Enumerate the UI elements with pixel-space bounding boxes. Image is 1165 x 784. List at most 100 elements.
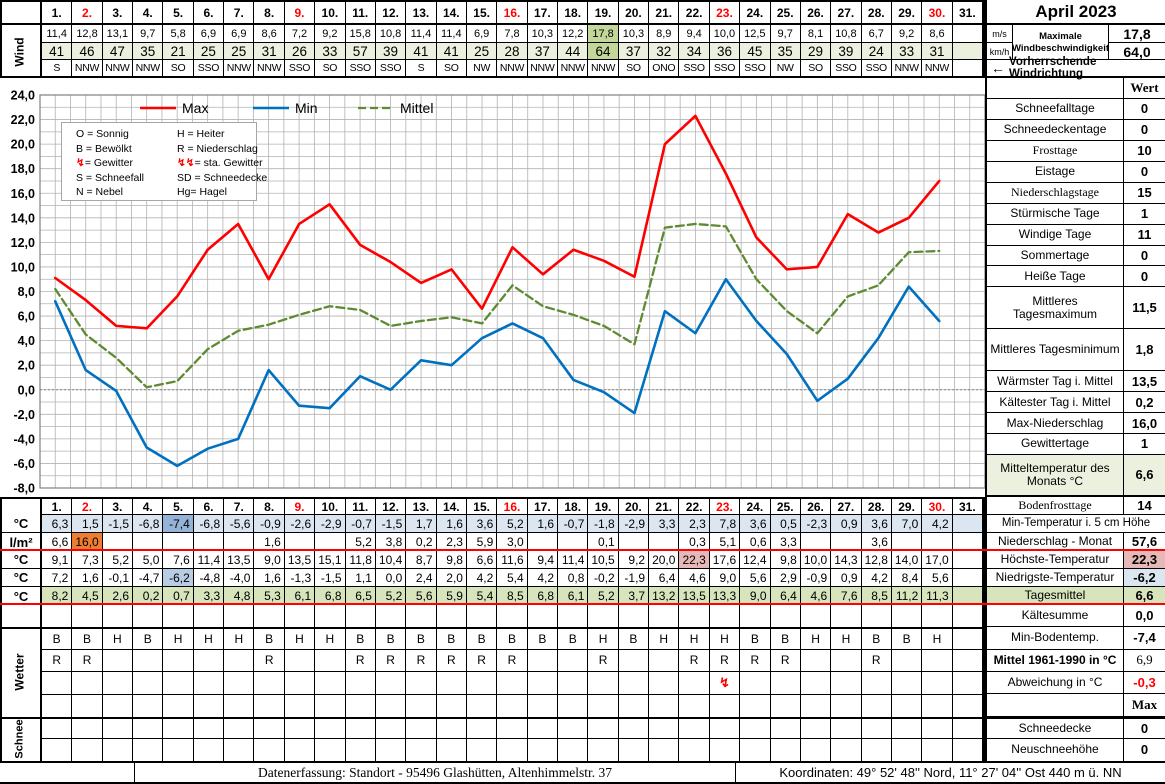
min-temp-5cm-cell[interactable]: 1,5 [72, 515, 103, 533]
min-temp-cell[interactable]: -0,2 [588, 569, 619, 587]
max-temp-cell[interactable]: 11,4 [558, 551, 589, 569]
empty-cell[interactable] [588, 605, 619, 627]
min-temp-cell[interactable]: 4,2 [466, 569, 498, 587]
snow-cell[interactable] [376, 739, 407, 761]
precipitation-cell[interactable] [558, 533, 589, 551]
day-header-cell[interactable]: 16. [497, 2, 528, 23]
wind-dir-cell[interactable]: SSO [285, 60, 316, 76]
weather-code-cell[interactable]: R [254, 649, 285, 672]
empty-cell[interactable] [72, 605, 103, 627]
daily-mean-cell[interactable]: 8,5 [861, 587, 892, 605]
stat-value[interactable]: 0 [1123, 119, 1165, 140]
empty-cell[interactable] [42, 605, 73, 627]
weather-code-cell[interactable]: B [618, 629, 650, 650]
weather-code-cell[interactable]: B [254, 629, 285, 650]
empty-cell[interactable] [376, 605, 407, 627]
day-header-cell[interactable]: 4. [133, 2, 164, 23]
wind-kmh-cell[interactable]: 33 [315, 43, 346, 60]
wind-ms-cell[interactable]: 6,9 [224, 25, 255, 43]
precipitation-cell[interactable] [224, 533, 255, 551]
snow-cell[interactable] [558, 739, 589, 761]
weather-code-cell[interactable] [133, 694, 164, 717]
wind-ms-cell[interactable]: 8,1 [800, 25, 832, 43]
wind-dir-cell[interactable]: NNW [133, 60, 164, 76]
weather-code-cell[interactable] [42, 672, 73, 695]
weather-code-cell[interactable] [497, 694, 528, 717]
stat-value[interactable]: 0 [1123, 718, 1165, 738]
snow-cell[interactable] [527, 719, 559, 739]
snow-cell[interactable] [862, 739, 892, 761]
empty-cell[interactable] [254, 605, 285, 627]
weather-code-cell[interactable] [406, 672, 437, 695]
weather-code-cell[interactable]: H [102, 629, 134, 650]
stat-value[interactable]: 14 [1123, 496, 1165, 514]
day-header-cell[interactable]: 23. [710, 2, 741, 23]
wind-dir-cell[interactable]: SSO [740, 60, 771, 76]
min-temp-cell[interactable] [952, 569, 983, 587]
min-temp-5cm-cell[interactable]: 3,3 [649, 515, 680, 533]
snow-cell[interactable] [346, 739, 376, 761]
min-temp-5cm-cell[interactable]: 1,6 [436, 515, 467, 533]
precipitation-cell[interactable]: 1,6 [254, 533, 285, 551]
max-temp-cell[interactable]: 14,3 [831, 551, 862, 569]
wind-dir-cell[interactable]: SO [315, 60, 346, 76]
weather-code-cell[interactable]: H [800, 629, 832, 650]
day-header-cell[interactable]: 5. [163, 2, 194, 23]
daily-mean-cell[interactable]: 4,6 [800, 587, 832, 605]
weather-code-cell[interactable] [588, 672, 619, 695]
wind-kmh-cell[interactable]: 41 [406, 43, 437, 60]
precipitation-cell[interactable]: 5,9 [467, 533, 498, 551]
wind-ms-cell[interactable]: 9,7 [133, 25, 164, 43]
weather-code-cell[interactable]: ↯ [709, 672, 741, 695]
min-temp-5cm-cell[interactable]: -6,8 [133, 515, 164, 533]
wind-kmh-cell[interactable]: 34 [679, 43, 710, 60]
empty-cell[interactable] [740, 605, 771, 627]
weather-code-cell[interactable] [466, 672, 498, 695]
precipitation-cell[interactable] [194, 533, 225, 551]
min-temp-5cm-cell[interactable]: -2,3 [800, 515, 832, 533]
day-header-cell[interactable]: 24. [740, 2, 771, 23]
wind-dir-cell[interactable]: SO [619, 60, 650, 76]
wind-kmh-cell[interactable]: 31 [922, 43, 953, 60]
weather-code-cell[interactable] [740, 672, 771, 695]
snow-cell[interactable] [163, 739, 194, 761]
wind-ms-cell[interactable]: 9,2 [315, 25, 346, 43]
day-header-cell[interactable]: 8. [254, 499, 285, 515]
day-header-cell[interactable]: 6. [194, 2, 225, 23]
min-temp-5cm-cell[interactable]: 5,2 [497, 515, 528, 533]
max-temp-cell[interactable]: 14,0 [891, 551, 923, 569]
weather-code-cell[interactable]: R [406, 649, 437, 672]
max-temp-cell[interactable]: 11,8 [345, 551, 376, 569]
empty-cell[interactable] [831, 605, 862, 627]
min-temp-5cm-cell[interactable]: -2,9 [618, 515, 650, 533]
weather-code-cell[interactable]: B [436, 629, 467, 650]
max-temp-cell[interactable]: 17,6 [709, 551, 741, 569]
snow-cell[interactable] [922, 739, 953, 761]
weather-code-cell[interactable]: H [315, 629, 346, 650]
min-temp-5cm-cell[interactable]: 4,2 [922, 515, 953, 533]
stat-value[interactable]: 16,0 [1123, 413, 1165, 433]
day-header-cell[interactable]: 23. [709, 499, 741, 515]
min-temp-5cm-cell[interactable]: -5,6 [224, 515, 255, 533]
weather-code-cell[interactable]: H [709, 629, 741, 650]
precipitation-cell[interactable] [892, 533, 923, 551]
max-temp-cell[interactable]: 13,5 [224, 551, 255, 569]
empty-cell[interactable] [649, 605, 680, 627]
day-header-cell[interactable]: 21. [649, 499, 680, 515]
max-temp-cell[interactable]: 11,6 [497, 551, 528, 569]
wind-kmh-cell[interactable]: 26 [284, 43, 316, 60]
weather-code-cell[interactable] [618, 649, 650, 672]
snow-cell[interactable] [437, 739, 467, 761]
wind-ms-cell[interactable]: 7,2 [284, 25, 316, 43]
weather-code-cell[interactable]: B [375, 629, 407, 650]
precipitation-cell[interactable]: 5,2 [346, 533, 376, 551]
precipitation-cell[interactable] [163, 533, 194, 551]
snow-cell[interactable] [618, 719, 650, 739]
precipitation-cell[interactable] [133, 533, 164, 551]
precipitation-cell[interactable] [649, 533, 680, 551]
weather-code-cell[interactable] [619, 694, 650, 717]
weather-code-cell[interactable]: R [497, 649, 528, 672]
wind-kmh-cell[interactable]: 46 [72, 43, 103, 60]
weather-code-cell[interactable]: H [284, 629, 316, 650]
weather-code-cell[interactable] [862, 694, 892, 717]
